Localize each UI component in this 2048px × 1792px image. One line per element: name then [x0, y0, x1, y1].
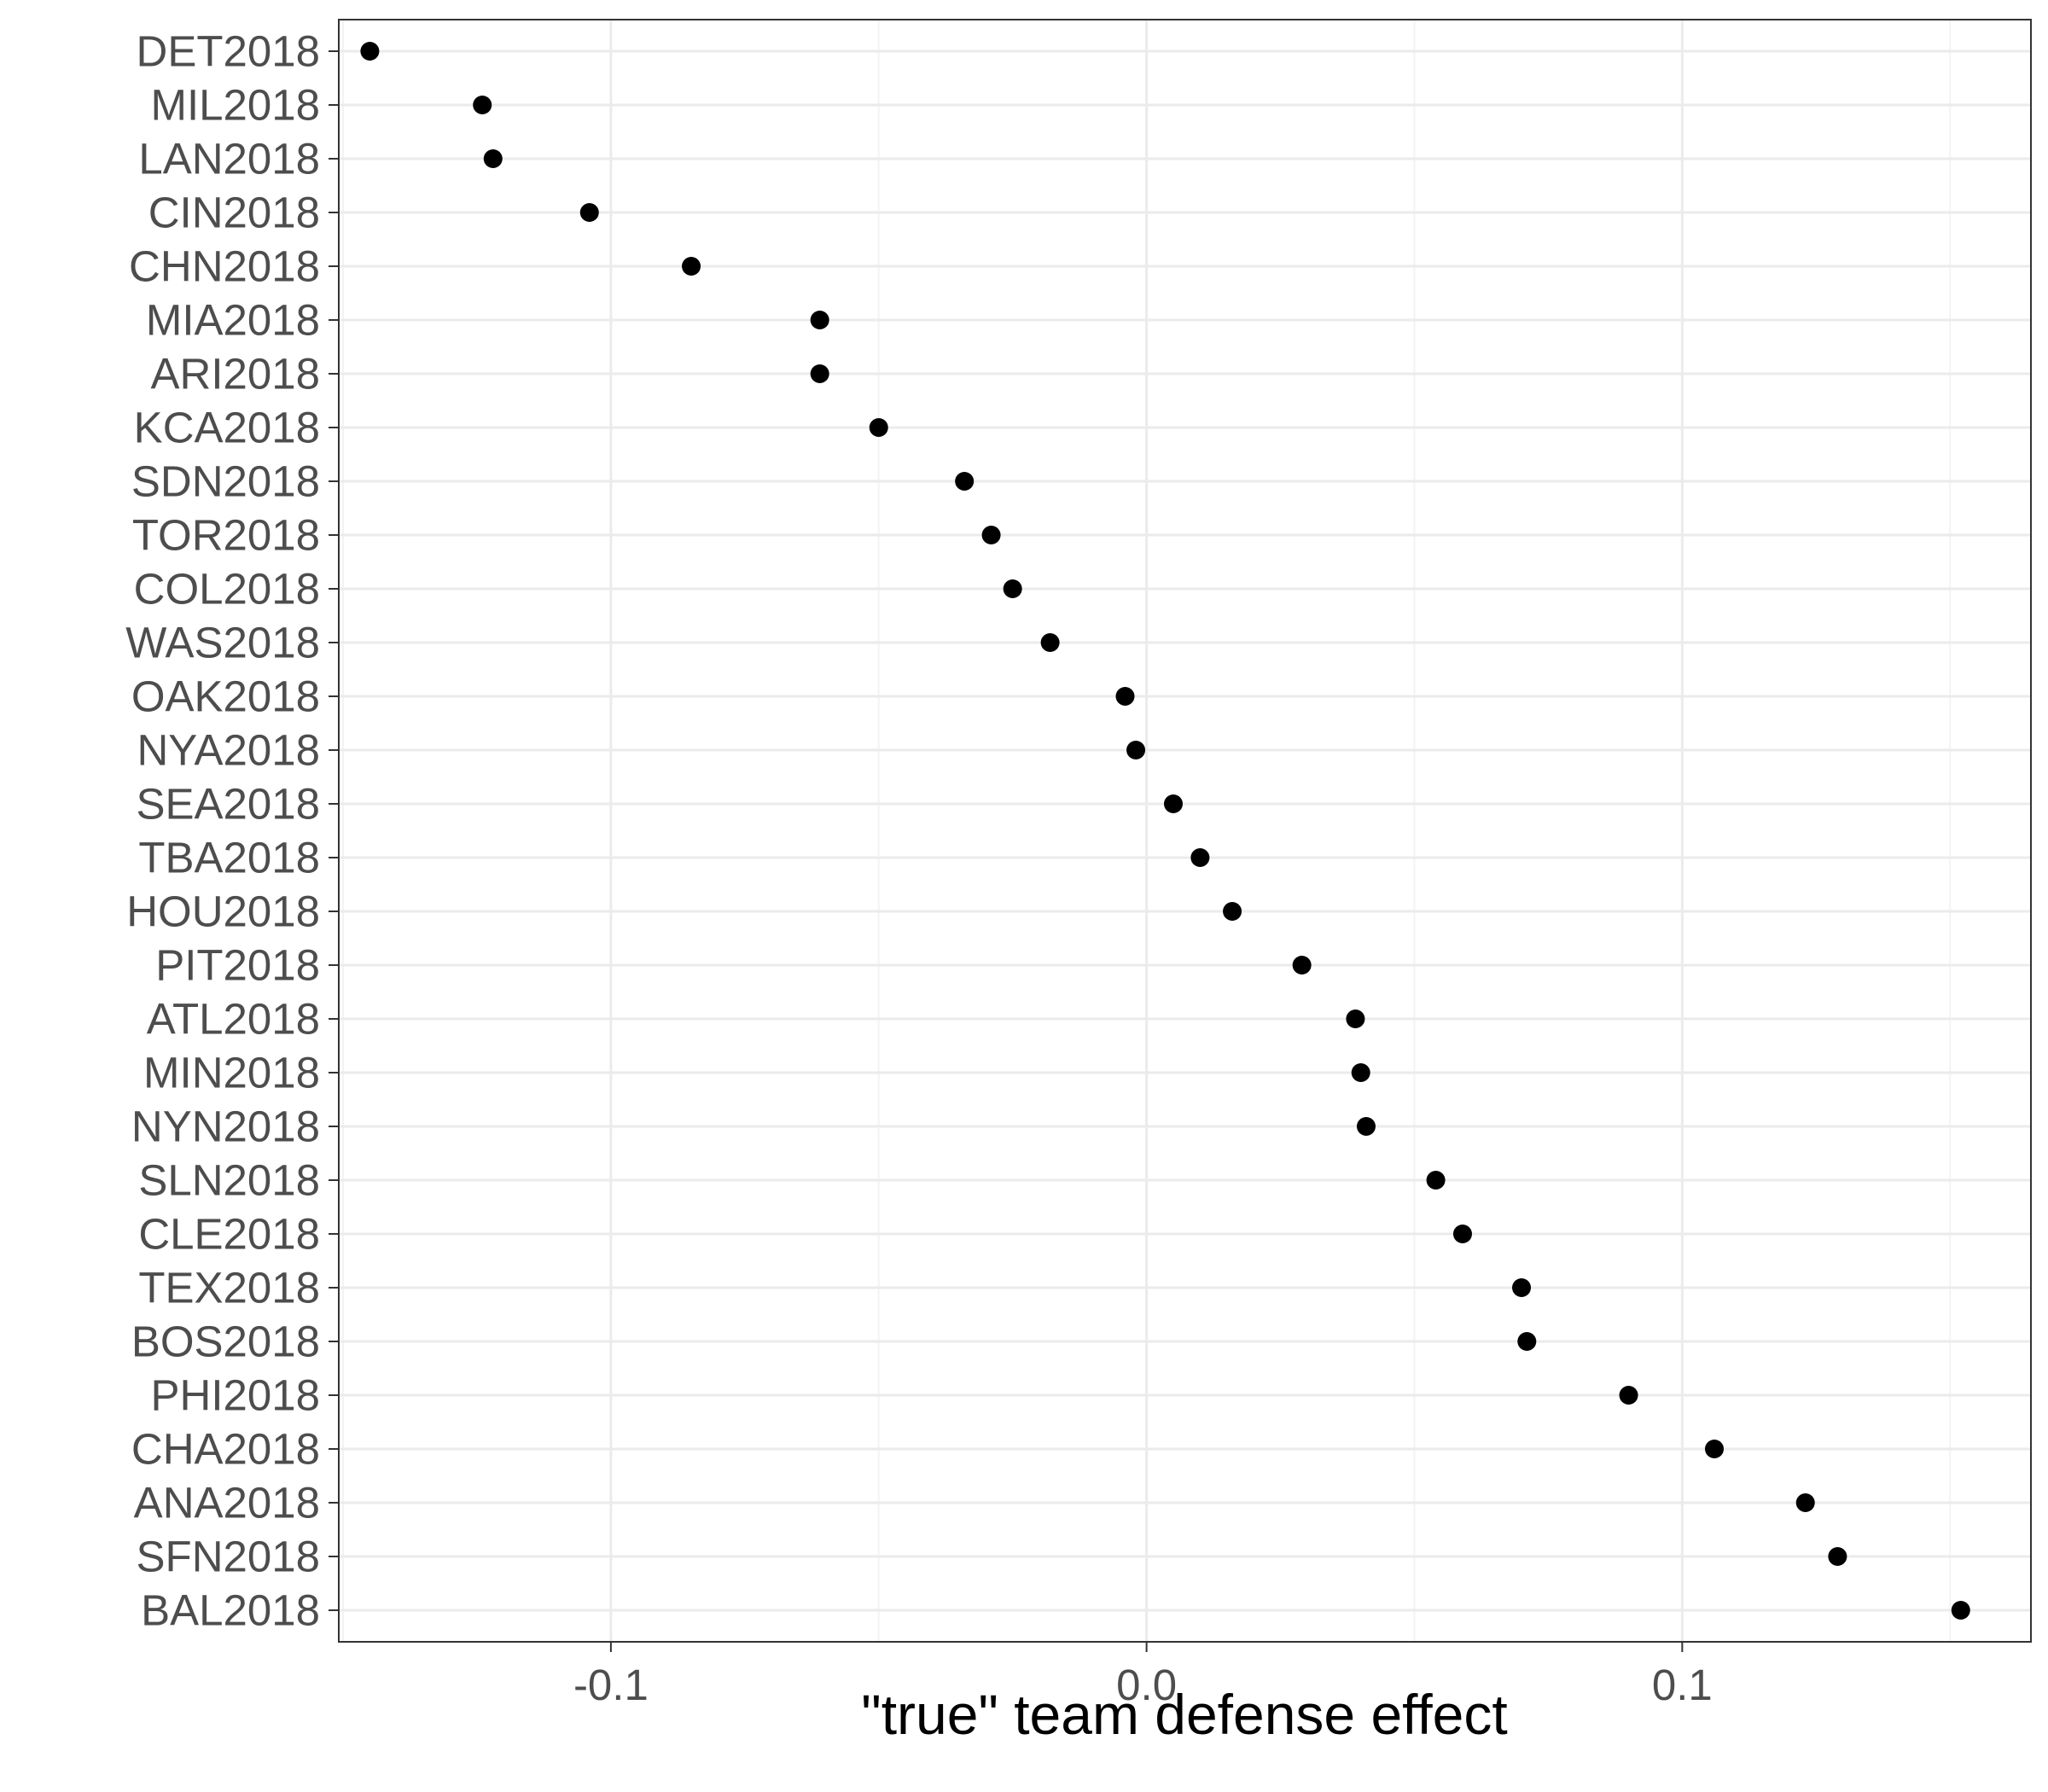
- y-tick-label: HOU2018: [126, 887, 320, 936]
- data-point-det2018: [360, 42, 380, 61]
- data-point-sln2018: [1426, 1171, 1446, 1190]
- data-point-tex2018: [1512, 1278, 1532, 1297]
- y-tick-label: TBA2018: [138, 834, 320, 882]
- y-tick-label: SLN2018: [138, 1156, 320, 1205]
- data-point-tba2018: [1190, 848, 1210, 867]
- data-point-cha2018: [1705, 1440, 1725, 1458]
- y-tick-label: ATL2018: [147, 995, 320, 1044]
- data-point-bos2018: [1517, 1332, 1537, 1351]
- x-axis-ticks: [609, 1642, 1684, 1652]
- data-point-nya2018: [1126, 741, 1146, 759]
- y-tick-label: WAS2018: [125, 619, 320, 667]
- y-tick-label: MIL2018: [151, 81, 320, 130]
- y-tick-label: BAL2018: [141, 1586, 320, 1635]
- y-axis-labels: DET2018 MIL2018 LAN2018 CIN2018 CHN2018 MIA20…: [125, 27, 320, 1635]
- y-tick-label: TOR2018: [132, 511, 320, 560]
- data-point-cin2018: [579, 203, 599, 222]
- y-tick-label: SFN2018: [137, 1533, 320, 1581]
- data-point-mil2018: [473, 96, 492, 114]
- y-tick-label: PIT2018: [155, 941, 320, 990]
- data-point-nyn2018: [1356, 1117, 1376, 1136]
- data-point-min2018: [1351, 1063, 1370, 1082]
- data-point-phi2018: [1619, 1386, 1638, 1405]
- y-tick-label: CHA2018: [131, 1425, 320, 1474]
- x-tick-label: -0.1: [573, 1661, 649, 1709]
- x-tick-label: 0.0: [1116, 1661, 1177, 1709]
- data-point-cle2018: [1452, 1225, 1472, 1243]
- data-point-sea2018: [1164, 794, 1184, 813]
- data-point-ari2018: [810, 364, 829, 383]
- data-point-hou2018: [1223, 902, 1242, 921]
- y-tick-label: COL2018: [134, 565, 320, 614]
- data-point-was2018: [1040, 633, 1060, 652]
- plot-panel-background: [339, 20, 2031, 1642]
- y-tick-label: OAK2018: [131, 672, 320, 721]
- data-point-sfn2018: [1828, 1547, 1847, 1566]
- y-tick-label: BOS2018: [131, 1318, 320, 1366]
- y-axis-ticks: [329, 50, 339, 1611]
- minor-gridlines: [342, 20, 1952, 1642]
- y-tick-label: SEA2018: [136, 780, 320, 829]
- x-axis-title: "true" team defense effect: [861, 1683, 1507, 1746]
- y-tick-label: CHN2018: [129, 242, 320, 291]
- x-axis-labels: -0.1 0.0 0.1: [573, 1661, 1713, 1709]
- y-tick-label: PHI2018: [151, 1371, 320, 1420]
- data-point-ana2018: [1795, 1493, 1815, 1512]
- y-tick-label: NYA2018: [137, 726, 320, 775]
- data-point-chn2018: [682, 257, 701, 276]
- y-tick-label: MIA2018: [146, 296, 320, 345]
- major-gridlines: [339, 20, 2031, 1642]
- plot-panel-border: [338, 19, 2032, 1643]
- data-point-lan2018: [483, 149, 503, 168]
- data-point-kca2018: [869, 418, 888, 437]
- y-tick-label: KCA2018: [134, 404, 320, 452]
- y-tick-label: MIN2018: [143, 1049, 320, 1097]
- data-point-col2018: [1003, 579, 1022, 598]
- data-point-bal2018: [1951, 1601, 1970, 1620]
- y-tick-label: ANA2018: [134, 1479, 320, 1527]
- data-point-oak2018: [1115, 687, 1135, 706]
- y-tick-label: SDN2018: [131, 457, 320, 506]
- x-tick-label: 0.1: [1652, 1661, 1713, 1709]
- data-point-mia2018: [810, 311, 829, 329]
- data-point-atl2018: [1346, 1009, 1365, 1028]
- data-points: [360, 42, 1970, 1620]
- data-point-sdn2018: [955, 472, 975, 491]
- y-tick-label: CIN2018: [148, 189, 320, 237]
- y-tick-label: DET2018: [137, 27, 320, 76]
- data-point-tor2018: [981, 526, 1001, 544]
- y-tick-label: CLE2018: [138, 1210, 320, 1259]
- y-tick-label: LAN2018: [138, 135, 320, 183]
- y-tick-label: NYN2018: [131, 1103, 320, 1151]
- y-tick-label: ARI2018: [151, 350, 320, 399]
- y-tick-label: TEX2018: [138, 1264, 320, 1312]
- data-point-pit2018: [1292, 956, 1312, 975]
